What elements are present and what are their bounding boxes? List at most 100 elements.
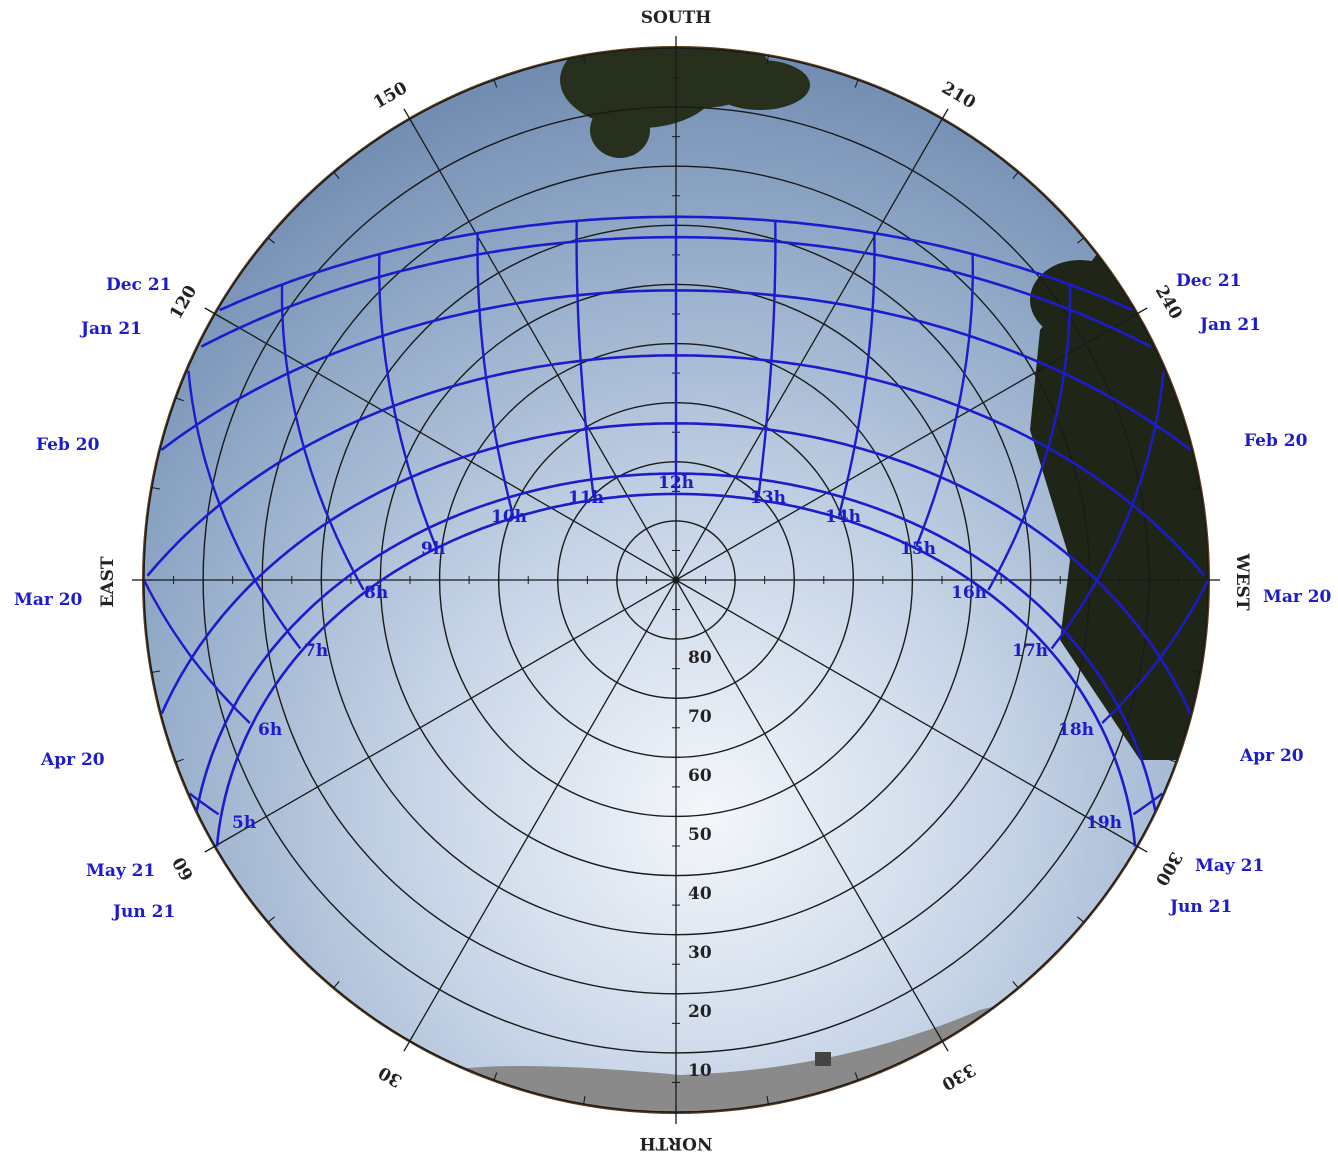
hour-label-12h: 12h: [658, 473, 694, 493]
hour-label-10h: 10h: [491, 507, 527, 527]
rim-tick-330: [937, 1033, 943, 1042]
date-label-left-apr20: Apr 20: [40, 750, 105, 770]
azimuth-spoke-150: [409, 118, 677, 581]
date-label-right-jan21: Jan 21: [1198, 315, 1261, 335]
hour-curve-9h: [378, 254, 437, 547]
rim-tick-340: [854, 1072, 859, 1081]
rim-tick-40: [333, 981, 340, 988]
azimuth-spoke-60: [214, 579, 677, 847]
hour-label-9h: 9h: [421, 539, 445, 559]
hour-curve-18h: [1101, 579, 1209, 724]
hour-curve-6h: [143, 579, 251, 724]
hour-label-11h: 11h: [568, 488, 604, 508]
hour-label-13h: 13h: [750, 488, 786, 508]
altitude-label-40: 40: [688, 884, 712, 904]
altitude-label-30: 30: [688, 943, 712, 963]
hour-label-16h: 16h: [951, 583, 987, 603]
date-curve-jun21: [215, 492, 1137, 847]
hour-curve-8h: [280, 284, 365, 591]
hour-curve-15h: [915, 254, 974, 547]
sun-path-curves: [143, 215, 1209, 847]
rim-tick-220: [1012, 172, 1019, 179]
rim-tick-110: [175, 397, 184, 402]
azimuth-tick-outer-30: [403, 1040, 411, 1052]
date-label-left-jan21: Jan 21: [79, 319, 142, 339]
hour-label-15h: 15h: [900, 539, 936, 559]
azimuth-tick-outer-300: [1136, 845, 1148, 853]
rim-tick-10: [583, 1095, 586, 1105]
hour-curve-10h: [476, 233, 515, 516]
rim-tick-120: [214, 313, 223, 319]
rim-tick-30: [409, 1033, 415, 1042]
hour-curve-14h: [837, 233, 876, 516]
azimuth-spoke-240: [675, 313, 1138, 581]
hour-label-18h: 18h: [1058, 720, 1094, 740]
altitude-label-20: 20: [688, 1002, 712, 1022]
azimuth-tick-outer-210: [941, 108, 949, 120]
rim-tick-350: [766, 1095, 769, 1105]
hour-label-8h: 8h: [364, 583, 388, 603]
azimuth-spoke-30: [409, 579, 677, 1042]
rim-tick-260: [1191, 487, 1201, 490]
altitude-label-80: 80: [688, 648, 712, 668]
date-labels-left: Dec 21 Jan 21 Feb 20 Mar 20 Apr 20 May 2…: [14, 275, 175, 922]
rim-tick-160: [493, 79, 498, 88]
hour-curve-19h: [1132, 792, 1164, 816]
rim-tick-50: [268, 916, 275, 923]
date-label-left-may21: May 21: [86, 861, 155, 881]
altitude-labels: 10 20 30 40 50 60 70 80: [688, 648, 712, 1081]
rim-tick-210: [937, 118, 943, 127]
azimuth-tick-outer-150: [403, 108, 411, 120]
azimuth-label-210: 210: [938, 78, 979, 113]
azimuth-spoke-120: [214, 313, 677, 581]
rim-tick-310: [1077, 916, 1084, 923]
hour-label-17h: 17h: [1012, 641, 1048, 661]
hour-label-7h: 7h: [304, 641, 328, 661]
rim-tick-20: [493, 1072, 498, 1081]
rim-tick-130: [268, 237, 275, 244]
compass-west: WEST: [1232, 553, 1252, 611]
rim-tick-280: [1191, 670, 1201, 673]
date-label-right-jun21: Jun 21: [1168, 897, 1232, 917]
date-label-right-dec21: Dec 21: [1176, 271, 1242, 291]
altitude-label-70: 70: [688, 707, 712, 727]
date-label-left-mar20: Mar 20: [14, 590, 83, 610]
hour-curve-5h: [188, 792, 220, 816]
date-label-left-jun21: Jun 21: [111, 902, 175, 922]
azimuth-spoke-300: [675, 579, 1138, 847]
date-label-left-feb20: Feb 20: [36, 435, 100, 455]
compass-north: NORTH: [640, 1133, 713, 1153]
hour-curve-13h: [757, 220, 777, 498]
rim-tick-190: [766, 55, 769, 65]
sky-photo: [142, 46, 1210, 1114]
date-label-left-dec21: Dec 21: [106, 275, 172, 295]
azimuth-label-60: 60: [169, 853, 198, 884]
hour-label-6h: 6h: [258, 720, 282, 740]
rim-tick-240: [1129, 313, 1138, 319]
rim-tick-150: [409, 118, 415, 127]
azimuth-label-330: 330: [938, 1059, 979, 1094]
azimuth-tick-outer-330: [941, 1040, 949, 1052]
rim-tick-70: [175, 758, 184, 763]
hour-curve-7h: [187, 370, 302, 650]
azimuth-label-300: 300: [1151, 848, 1186, 889]
rim-tick-80: [151, 670, 161, 673]
azimuth-label-30: 30: [375, 1062, 406, 1091]
rim-tick-250: [1168, 397, 1177, 402]
altitude-azimuth-grid: [132, 36, 1220, 1124]
zenith-dot: [672, 576, 680, 584]
hour-curve-11h: [575, 220, 595, 498]
rim-tick-230: [1077, 237, 1084, 244]
rim-tick-290: [1168, 758, 1177, 763]
azimuth-label-150: 150: [370, 78, 411, 113]
date-label-right-may21: May 21: [1195, 856, 1264, 876]
azimuth-tick-outer-60: [204, 845, 216, 853]
rim-tick-140: [333, 172, 340, 179]
date-labels-right: Dec 21 Jan 21 Feb 20 Mar 20 Apr 20 May 2…: [1168, 271, 1332, 917]
azimuth-spoke-330: [675, 579, 943, 1042]
tree-canopy-south: [560, 48, 810, 158]
azimuth-tick-outer-120: [204, 307, 216, 315]
compass-south: SOUTH: [641, 8, 712, 28]
date-label-right-apr20: Apr 20: [1239, 746, 1304, 766]
